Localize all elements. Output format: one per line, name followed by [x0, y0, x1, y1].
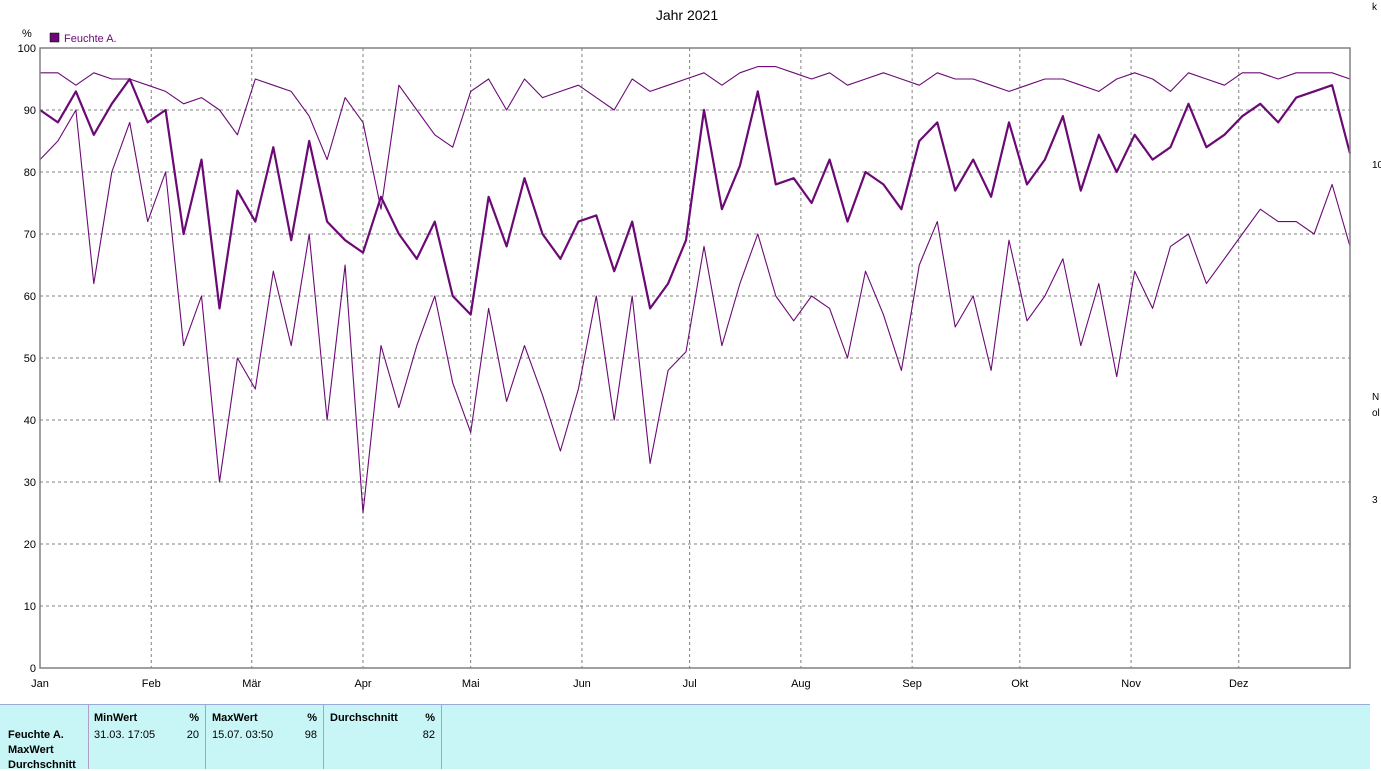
series-line-avg	[39, 77, 1352, 316]
y-tick-label: 50	[24, 353, 36, 365]
y-tick-label: 100	[18, 43, 36, 55]
stats-col-min: MinWert% 31.03. 17:05 20	[88, 705, 206, 769]
avg-header: Durchschnitt	[330, 712, 398, 724]
right-strip: k 10 N ol 3	[1370, 0, 1381, 768]
max-value: 98	[304, 729, 317, 741]
row-label-max: MaxWert	[8, 744, 54, 756]
min-header: MinWert	[94, 712, 138, 724]
min-value: 20	[186, 729, 199, 741]
x-tick-label: Jul	[683, 678, 697, 690]
row-label-avg: Durchschnitt	[8, 759, 76, 771]
grid	[40, 48, 1350, 668]
min-unit: %	[189, 712, 199, 724]
chart-title: Jahr 2021	[656, 7, 718, 23]
stats-panel: Feuchte A. MaxWert Durchschnitt MinWert%…	[0, 704, 1370, 771]
series-layer	[39, 66, 1352, 514]
x-tick-label: Feb	[142, 678, 161, 690]
y-tick-label: 60	[24, 291, 36, 303]
x-tick-label: Aug	[791, 678, 811, 690]
stats-row-labels: Feuchte A. MaxWert Durchschnitt	[0, 705, 89, 771]
y-tick-label: 0	[30, 663, 36, 675]
y-tick-label: 30	[24, 477, 36, 489]
y-tick-label: 80	[24, 167, 36, 179]
series-line-max	[40, 66, 1351, 210]
strip-fragment: 3	[1372, 495, 1378, 506]
y-tick-label: 10	[24, 601, 36, 613]
x-tick-label: Mai	[462, 678, 480, 690]
y-tick-label: 70	[24, 229, 36, 241]
tick-labels: 0 10 20 30 40 50 60 70 80 90 100 Jan Feb Mär Apr Mai Jun…	[18, 43, 1249, 690]
y-tick-label: 40	[24, 415, 36, 427]
strip-fragment: k	[1372, 2, 1377, 13]
x-tick-label: Jun	[573, 678, 591, 690]
strip-fragment: N	[1372, 392, 1380, 403]
x-tick-label: Jan	[31, 678, 49, 690]
x-tick-label: Sep	[902, 678, 922, 690]
x-tick-label: Nov	[1121, 678, 1141, 690]
avg-unit: %	[425, 712, 435, 724]
x-tick-label: Okt	[1011, 678, 1028, 690]
x-tick-label: Mär	[242, 678, 261, 690]
strip-fragment: 10	[1372, 160, 1381, 171]
series-line-min	[39, 109, 1351, 514]
plot-frame	[39, 47, 1351, 669]
stats-col-avg: Durchschnitt% 82	[324, 705, 442, 769]
min-date: 31.03. 17:05	[94, 729, 156, 741]
y-tick-label: 90	[24, 105, 36, 117]
max-unit: %	[307, 712, 317, 724]
avg-value: 82	[422, 729, 435, 741]
y-tick-label: 20	[24, 539, 36, 551]
strip-fragment: ol	[1372, 408, 1380, 419]
humidity-chart: Jahr 2021 % Feuchte A. 0 10 20 30 40 50 60 70 80…	[18, 7, 1352, 690]
stats-col-max: MaxWert% 15.07. 03:50 98	[206, 705, 324, 769]
legend-label: Feuchte A.	[64, 33, 117, 45]
x-tick-label: Dez	[1229, 678, 1249, 690]
y-axis-unit: %	[22, 28, 32, 40]
legend-swatch	[49, 32, 60, 43]
max-date: 15.07. 03:50	[212, 729, 274, 741]
x-tick-label: Apr	[354, 678, 371, 690]
max-header: MaxWert	[212, 712, 258, 724]
row-label-sensor: Feuchte A.	[8, 729, 64, 741]
